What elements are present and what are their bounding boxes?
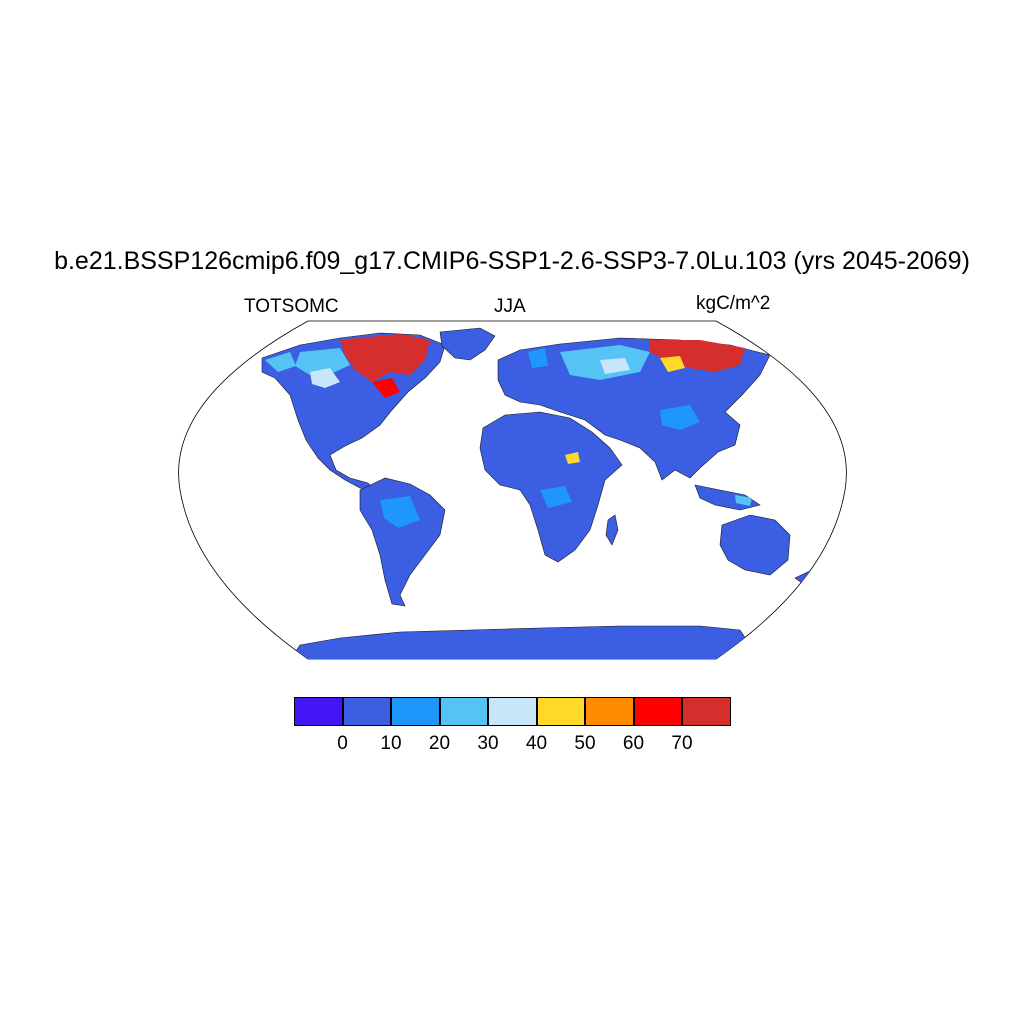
hotspot-indonesia [735, 495, 752, 506]
hotspot-scandinavia [528, 348, 548, 368]
hotspot-canada-mid [295, 348, 350, 375]
africa [479, 411, 623, 563]
antarctica [289, 625, 761, 659]
hotspot-amazon [380, 496, 420, 528]
colorbar-box-1 [342, 697, 391, 726]
australia [719, 514, 791, 576]
hotspot-siberia-yellow [660, 356, 685, 372]
colorbar-box-0 [294, 697, 343, 726]
colorbar-box-3 [439, 697, 488, 726]
colorbar-label-0: 0 [337, 733, 348, 754]
greenland [439, 327, 496, 361]
map-title: b.e21.BSSP126cmip6.f09_g17.CMIP6-SSP1-2.… [54, 247, 970, 275]
colorbar-box-4 [488, 697, 537, 726]
hotspot-canada-light [310, 368, 340, 388]
colorbar-label-4: 40 [525, 733, 548, 754]
season-label: JJA [494, 296, 526, 317]
variable-label: TOTSOMC [244, 296, 339, 317]
hotspot-canada [340, 334, 430, 382]
colorbar-box-7 [633, 697, 682, 726]
hotspot-china [660, 405, 700, 430]
colorbar-box-6 [585, 697, 634, 726]
colorbar-label-3: 30 [477, 733, 499, 754]
colorbar-label-6: 60 [622, 733, 645, 754]
madagascar [605, 514, 619, 546]
colorbar-label-1: 10 [380, 733, 402, 754]
units-label: kgC/m^2 [696, 293, 771, 314]
south-america [359, 477, 446, 607]
hotspot-siberia [650, 340, 745, 372]
hotspot-hudson [372, 378, 400, 398]
colorbar-box-2 [391, 697, 440, 726]
hotspot-russia-light [600, 358, 630, 374]
colorbar-label-2: 20 [428, 733, 451, 754]
hotspot-congo [540, 486, 572, 508]
hotspot-alaska [265, 352, 296, 372]
colorbar-box-5 [536, 697, 585, 726]
colorbar-label-7: 70 [671, 733, 693, 754]
hotspot-sahara [565, 452, 580, 464]
colorbar-box-8 [682, 697, 731, 726]
colorbar-label-5: 50 [574, 733, 596, 754]
